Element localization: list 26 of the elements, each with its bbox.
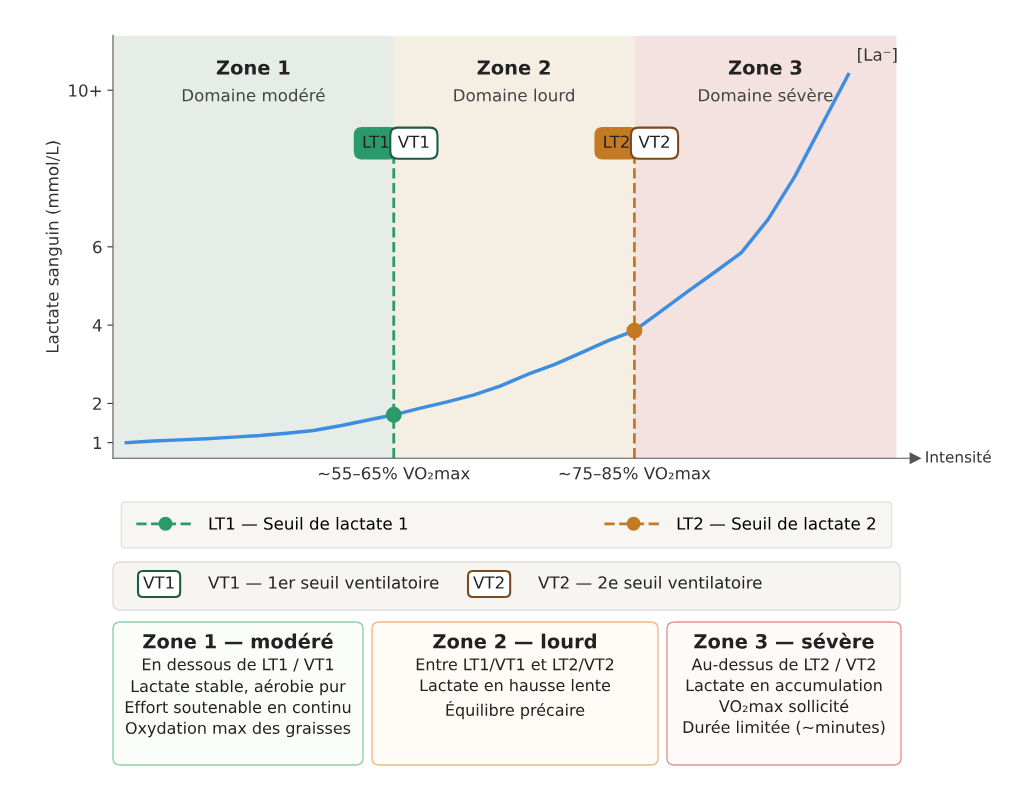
legend-label: LT1 — Seuil de lactate 1 (209, 516, 408, 530)
annotation: [La⁻] (858, 47, 897, 63)
annotation: Zone 1 Domaine modéré (182, 60, 325, 102)
annotation: VT1 (397, 135, 429, 148)
ref-line-label: LT1 (363, 135, 389, 148)
y-tick-label: 2 (93, 397, 101, 410)
x-axis-title: Intensité (926, 450, 991, 463)
y-tick-label: 4 (92, 319, 102, 332)
text: VT1 — 1er seuil ventilatoire (208, 575, 439, 589)
text: VT2 (473, 576, 504, 589)
x-tick-label: ~75–85% VO₂max (559, 466, 711, 480)
annotation: VT2 (638, 135, 669, 148)
text: Zone 1 — modéré En dessous de LT1 / VT1 Lactate stable, aérobie pur Effort soutenable en continu Oxydation max des graisses (125, 632, 351, 738)
y-tick-label: 6 (93, 240, 102, 254)
y-axis-title: Lactate sanguin (mmol/L) (45, 141, 62, 353)
annotation: Zone 2 Domaine lourd (454, 60, 574, 102)
y-tick-label: 10+ (69, 84, 101, 97)
legend-label: LT2 — Seuil de lactate 2 (677, 516, 875, 530)
y-tick-label: 1 (93, 436, 102, 449)
x-tick-label: ~55–65% VO₂max (318, 466, 470, 480)
annotation: Zone 3 Domaine sévère (699, 60, 833, 102)
text: VT1 (143, 576, 174, 589)
ref-line-label: LT2 (604, 135, 629, 148)
text: VT2 — 2e seuil ventilatoire (538, 575, 762, 589)
text: Zone 2 — lourd Entre LT1/VT1 et LT2/VT2 Lactate en hausse lente Équilibre précaire (416, 633, 614, 720)
text: Zone 3 — sévère Au-dessus de LT2 / VT2 Lactate en accumulation VO₂max sollicité Durée limitée (~minutes) (683, 632, 885, 735)
